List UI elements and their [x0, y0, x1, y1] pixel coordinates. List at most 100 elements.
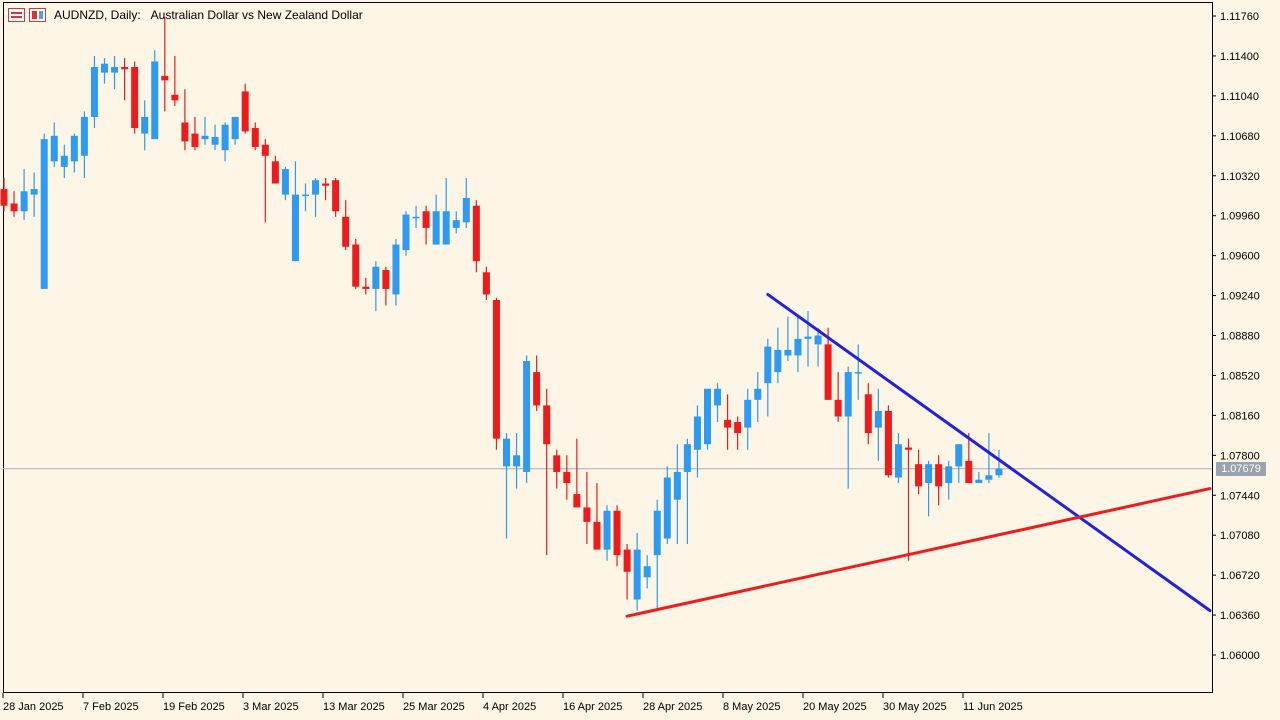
candle: [241, 83, 249, 134]
candle-body: [402, 214, 410, 251]
candle-body: [101, 63, 108, 73]
candle: [975, 471, 983, 484]
candle: [332, 177, 340, 217]
candle-body: [251, 128, 259, 147]
candle-body: [905, 447, 912, 450]
candle-body: [915, 464, 923, 487]
candle: [593, 483, 601, 550]
candle: [312, 177, 320, 217]
candle: [0, 177, 8, 212]
candle: [362, 277, 370, 295]
price-label: 1.07080: [1220, 530, 1260, 542]
candle: [804, 311, 812, 367]
candle: [60, 144, 68, 178]
candle: [824, 327, 832, 400]
time-axis: 28 Jan 2025 7 Feb 2025 19 Feb 2025 3 Mar 20…: [2, 693, 1023, 713]
candle-body: [573, 494, 581, 508]
candle: [492, 297, 500, 450]
time-label: 19 Feb 2025: [163, 701, 225, 713]
candle-body: [663, 477, 671, 539]
support-trendline[interactable]: [625, 487, 1212, 618]
price-label: 1.09600: [1220, 251, 1260, 263]
trendlines-layer: [625, 292, 1212, 618]
candle-body: [613, 510, 621, 556]
candle-body: [724, 419, 732, 428]
candle-body: [683, 444, 691, 472]
candle: [402, 211, 410, 256]
candle-body: [704, 388, 711, 445]
candle-body: [925, 464, 933, 484]
price-label: 1.06360: [1220, 610, 1260, 622]
candle: [955, 444, 963, 484]
candle: [503, 433, 510, 539]
candle-body: [864, 394, 872, 434]
candle-body: [503, 438, 510, 467]
candle-body: [40, 139, 48, 289]
candle-body: [834, 399, 842, 417]
candle-body: [975, 479, 983, 484]
candle: [533, 355, 541, 411]
candle-body: [201, 135, 209, 140]
candle-body: [653, 510, 661, 556]
candle: [211, 124, 219, 151]
candle-body: [432, 211, 440, 245]
candle: [673, 444, 681, 545]
resistance-trendline[interactable]: [766, 292, 1212, 613]
candle-body: [462, 197, 470, 223]
price-label: 1.09240: [1220, 291, 1260, 303]
candle-body: [563, 471, 571, 484]
candle: [171, 55, 179, 106]
candle: [151, 50, 159, 140]
price-label: 1.07800: [1220, 450, 1260, 462]
candle-body: [492, 300, 500, 439]
candle: [40, 133, 48, 289]
candle: [432, 194, 440, 245]
candle: [201, 116, 209, 145]
candle-body: [543, 405, 551, 445]
price-axis: 1.11760 1.11400 1.11040 1.10680 1.10320 1.099…: [1212, 11, 1260, 662]
candle: [261, 139, 269, 223]
candle: [683, 438, 691, 545]
candle: [784, 316, 792, 362]
candle: [302, 183, 309, 212]
candle: [251, 122, 259, 151]
candle: [392, 238, 400, 306]
candle-body: [221, 124, 229, 151]
price-label: 1.07440: [1220, 490, 1260, 502]
candle: [482, 266, 490, 300]
price-label: 1.08880: [1220, 331, 1260, 343]
time-label: 28 Jan 2025: [3, 701, 64, 713]
candle-body: [372, 266, 380, 289]
symbol-description: Australian Dollar vs New Zealand Dollar: [150, 8, 363, 22]
candle: [573, 438, 581, 508]
candle-body: [141, 116, 149, 134]
candle: [221, 122, 229, 162]
candle: [191, 116, 199, 151]
candle-body: [603, 510, 611, 550]
candle: [704, 388, 711, 450]
candle-body: [935, 464, 943, 487]
candle-body: [673, 471, 681, 500]
price-label: 1.06000: [1220, 650, 1260, 662]
window-icon[interactable]: [29, 8, 46, 22]
candle: [523, 355, 531, 484]
price-label: 1.08160: [1220, 410, 1260, 422]
candle-body: [693, 416, 701, 450]
candle: [543, 388, 551, 556]
candle: [412, 205, 420, 228]
candle: [834, 372, 842, 423]
candle: [764, 338, 772, 417]
candle-body: [171, 94, 179, 101]
candle-body: [814, 335, 822, 345]
candle: [342, 200, 350, 251]
candle-body: [985, 475, 993, 480]
candle-body: [70, 135, 78, 162]
candle-body: [111, 67, 119, 73]
candle: [131, 61, 139, 134]
candle: [322, 177, 330, 201]
candle: [231, 116, 239, 145]
time-label: 25 Mar 2025: [403, 701, 465, 713]
candle-body: [191, 133, 199, 147]
grid-icon[interactable]: [8, 8, 25, 22]
